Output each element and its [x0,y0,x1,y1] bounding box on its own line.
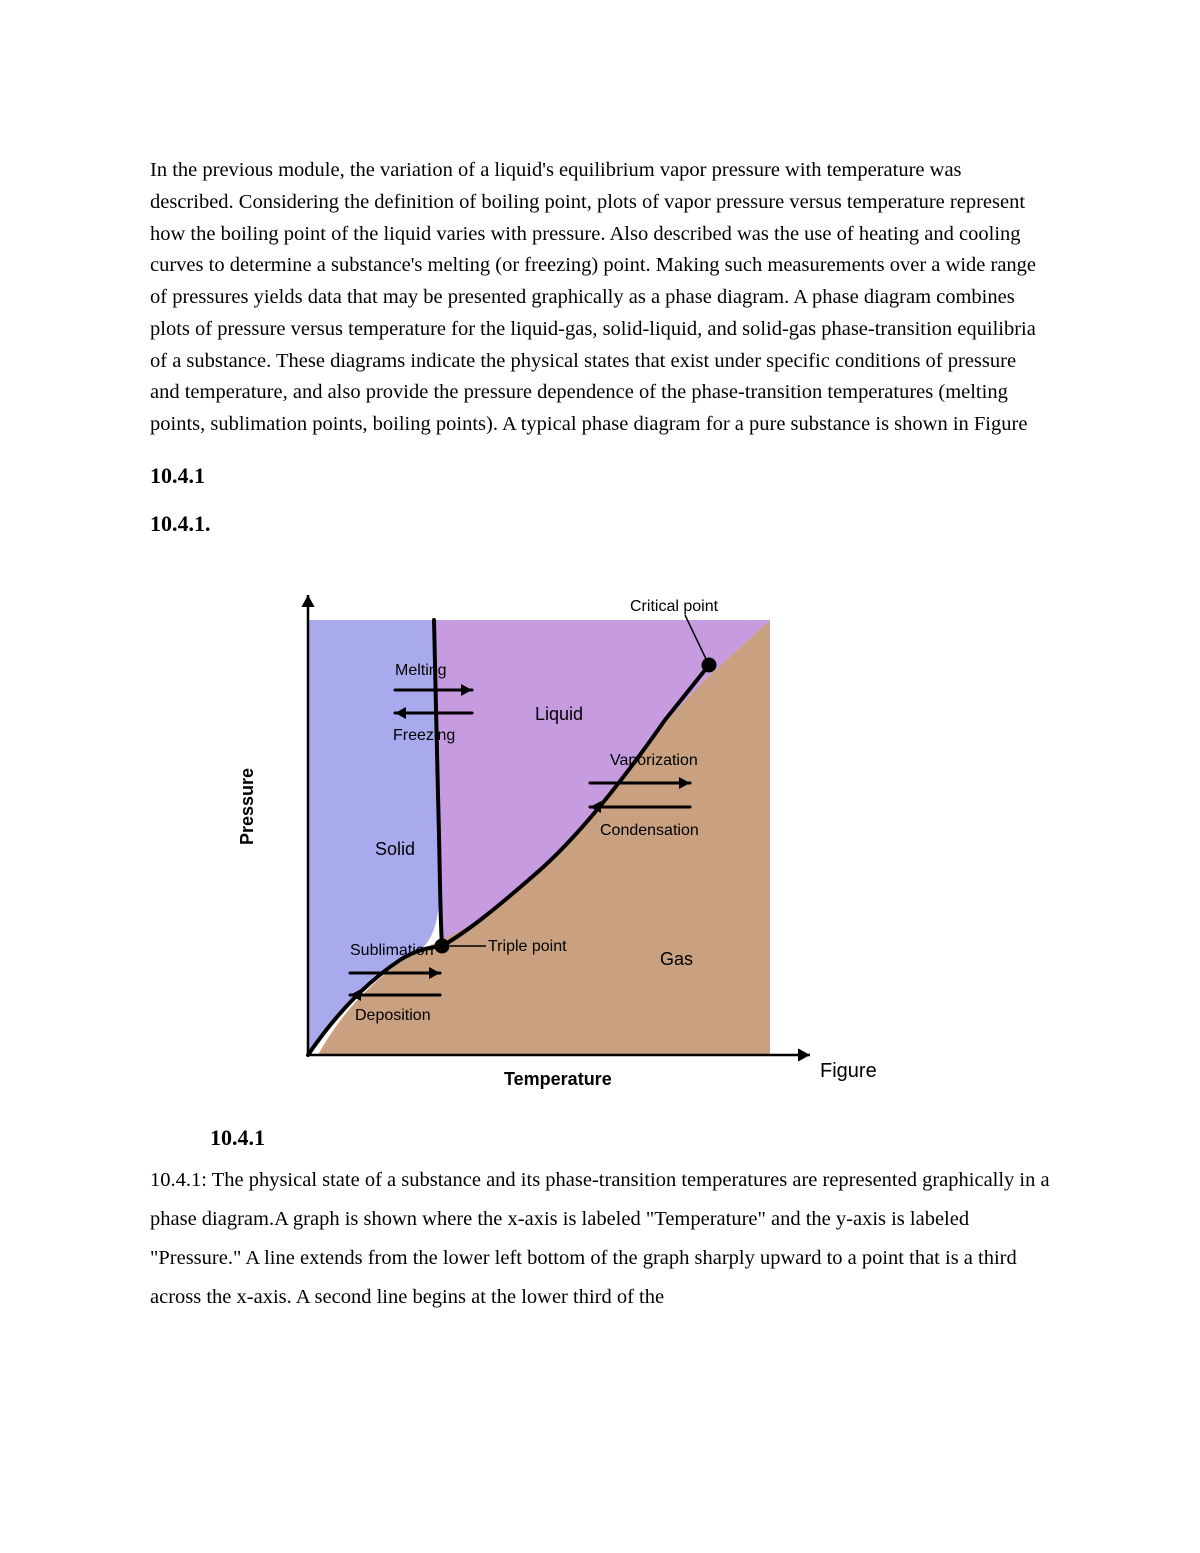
document-page: In the previous module, the variation of… [0,0,1200,1377]
figure-word: Figure [820,1060,877,1082]
figure-container: Solid Liquid Gas Melting Freezing Vaporizatio… [190,555,1050,1115]
y-axis-label: Pressure [237,768,257,845]
svg-text:Triple point: Triple point [488,938,567,955]
figure-caption: 10.4.1: The physical state of a substanc… [150,1161,1050,1317]
transition-deposition: Deposition [350,989,440,1024]
svg-text:Critical point: Critical point [630,598,719,615]
section-number-1: 10.4.1 [150,463,1050,489]
svg-text:Melting: Melting [395,662,447,679]
region-label-gas: Gas [660,949,693,969]
svg-text:Condensation: Condensation [600,822,699,839]
section-number-3: 10.4.1 [210,1125,1050,1151]
svg-text:Deposition: Deposition [355,1007,431,1024]
intro-paragraph: In the previous module, the variation of… [150,155,1050,441]
region-label-liquid: Liquid [535,704,583,724]
section-number-2: 10.4.1. [150,511,1050,537]
svg-text:Freezing: Freezing [393,727,455,744]
x-axis-label: Temperature [504,1069,612,1089]
svg-text:Sublimation: Sublimation [350,942,434,959]
svg-text:Vaporization: Vaporization [610,752,698,769]
phase-diagram: Solid Liquid Gas Melting Freezing Vaporizatio… [190,555,890,1115]
region-label-solid: Solid [375,839,415,859]
